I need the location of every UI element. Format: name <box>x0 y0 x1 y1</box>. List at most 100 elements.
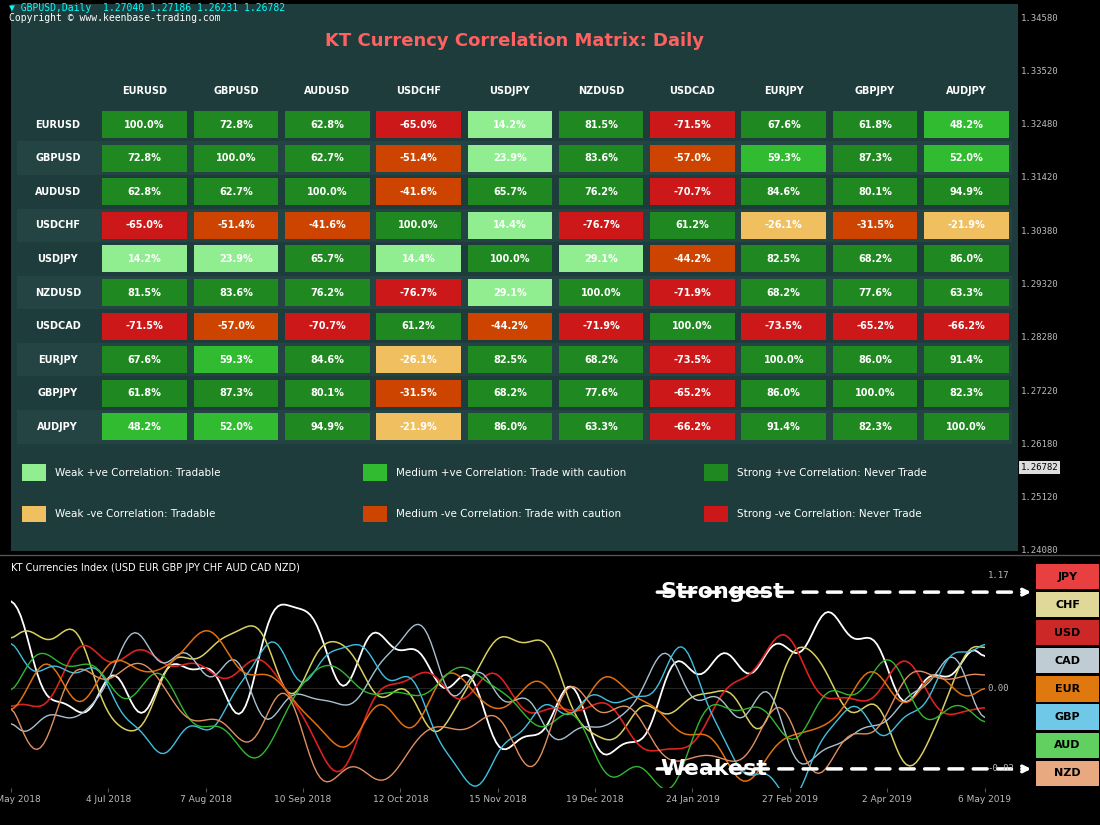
Text: USDCHF: USDCHF <box>35 220 80 230</box>
Text: -26.1%: -26.1% <box>764 220 803 230</box>
Text: -51.4%: -51.4% <box>217 220 255 230</box>
Text: USDCAD: USDCAD <box>35 321 80 331</box>
Text: -76.7%: -76.7% <box>582 220 620 230</box>
Text: 100.0%: 100.0% <box>581 288 622 298</box>
Text: -71.9%: -71.9% <box>673 288 712 298</box>
Text: 84.6%: 84.6% <box>767 186 801 197</box>
Text: 94.9%: 94.9% <box>949 186 983 197</box>
Text: -44.2%: -44.2% <box>673 254 712 264</box>
Text: 48.2%: 48.2% <box>949 120 983 130</box>
Text: 67.6%: 67.6% <box>767 120 801 130</box>
Text: -31.5%: -31.5% <box>856 220 894 230</box>
Text: 1.28280: 1.28280 <box>1021 333 1058 342</box>
Text: 1.25120: 1.25120 <box>1021 493 1058 502</box>
Text: NZDUSD: NZDUSD <box>578 86 625 96</box>
Text: 59.3%: 59.3% <box>767 153 801 163</box>
Text: -65.0%: -65.0% <box>125 220 164 230</box>
Text: GBPJPY: GBPJPY <box>37 389 78 398</box>
Text: GBPUSD: GBPUSD <box>213 86 258 96</box>
Text: -65.2%: -65.2% <box>673 389 712 398</box>
Text: Strong +ve Correlation: Never Trade: Strong +ve Correlation: Never Trade <box>737 468 926 478</box>
Text: 77.6%: 77.6% <box>584 389 618 398</box>
Text: 81.5%: 81.5% <box>584 120 618 130</box>
Text: 23.9%: 23.9% <box>219 254 253 264</box>
Text: -0.82: -0.82 <box>988 763 1014 772</box>
Text: -66.2%: -66.2% <box>673 422 712 431</box>
Text: -70.7%: -70.7% <box>673 186 712 197</box>
Text: -41.6%: -41.6% <box>308 220 346 230</box>
Text: EURUSD: EURUSD <box>122 86 167 96</box>
Text: Weak +ve Correlation: Tradable: Weak +ve Correlation: Tradable <box>55 468 220 478</box>
Text: 76.2%: 76.2% <box>310 288 344 298</box>
Text: EUR: EUR <box>1055 684 1080 694</box>
Text: 1.30380: 1.30380 <box>1021 227 1058 236</box>
Text: 82.3%: 82.3% <box>858 422 892 431</box>
Text: 1.33520: 1.33520 <box>1021 67 1058 76</box>
Text: Medium +ve Correlation: Trade with caution: Medium +ve Correlation: Trade with cauti… <box>396 468 626 478</box>
Text: -31.5%: -31.5% <box>399 389 438 398</box>
Text: -70.7%: -70.7% <box>308 321 346 331</box>
Text: 100.0%: 100.0% <box>307 186 348 197</box>
Text: -65.2%: -65.2% <box>856 321 894 331</box>
Text: 0.00: 0.00 <box>988 684 1010 693</box>
Text: -71.9%: -71.9% <box>582 321 620 331</box>
Text: EURJPY: EURJPY <box>37 355 78 365</box>
Text: -21.9%: -21.9% <box>399 422 438 431</box>
Text: 86.0%: 86.0% <box>858 355 892 365</box>
Text: 68.2%: 68.2% <box>584 355 618 365</box>
Text: 1.26180: 1.26180 <box>1021 440 1058 449</box>
Text: 62.8%: 62.8% <box>310 120 344 130</box>
Text: Weakest: Weakest <box>660 759 767 779</box>
Text: 100.0%: 100.0% <box>216 153 256 163</box>
Text: 62.7%: 62.7% <box>219 186 253 197</box>
Text: USDJPY: USDJPY <box>490 86 530 96</box>
Text: 91.4%: 91.4% <box>767 422 801 431</box>
Text: -66.2%: -66.2% <box>947 321 986 331</box>
Text: 86.0%: 86.0% <box>949 254 983 264</box>
Text: ▼ GBPUSD,Daily  1.27040 1.27186 1.26231 1.26782: ▼ GBPUSD,Daily 1.27040 1.27186 1.26231 1… <box>9 3 285 13</box>
Text: 68.2%: 68.2% <box>767 288 801 298</box>
Text: 72.8%: 72.8% <box>219 120 253 130</box>
Text: 82.3%: 82.3% <box>949 389 983 398</box>
Text: 61.2%: 61.2% <box>675 220 710 230</box>
Text: 68.2%: 68.2% <box>858 254 892 264</box>
Text: -51.4%: -51.4% <box>399 153 438 163</box>
Text: 1.26782: 1.26782 <box>1021 463 1058 472</box>
Text: -44.2%: -44.2% <box>491 321 529 331</box>
Text: 59.3%: 59.3% <box>219 355 253 365</box>
Text: 87.3%: 87.3% <box>219 389 253 398</box>
Text: 100.0%: 100.0% <box>855 389 895 398</box>
Text: AUDUSD: AUDUSD <box>305 86 350 96</box>
Text: 86.0%: 86.0% <box>493 422 527 431</box>
Text: USDCAD: USDCAD <box>670 86 715 96</box>
Text: 80.1%: 80.1% <box>858 186 892 197</box>
Text: USDJPY: USDJPY <box>37 254 78 264</box>
Text: -76.7%: -76.7% <box>399 288 438 298</box>
Text: -26.1%: -26.1% <box>399 355 438 365</box>
Text: 52.0%: 52.0% <box>949 153 983 163</box>
Text: AUDUSD: AUDUSD <box>35 186 80 197</box>
Text: KT Currencies Index (USD EUR GBP JPY CHF AUD CAD NZD): KT Currencies Index (USD EUR GBP JPY CHF… <box>11 563 300 573</box>
Text: GBPUSD: GBPUSD <box>35 153 80 163</box>
Text: 48.2%: 48.2% <box>128 422 162 431</box>
Text: GBPJPY: GBPJPY <box>855 86 895 96</box>
Text: Weak -ve Correlation: Tradable: Weak -ve Correlation: Tradable <box>55 509 216 519</box>
Text: AUDJPY: AUDJPY <box>946 86 987 96</box>
Text: 1.17: 1.17 <box>988 571 1010 580</box>
Text: 77.6%: 77.6% <box>858 288 892 298</box>
Text: -21.9%: -21.9% <box>947 220 986 230</box>
Text: 63.3%: 63.3% <box>584 422 618 431</box>
Text: 62.8%: 62.8% <box>128 186 162 197</box>
Text: 87.3%: 87.3% <box>858 153 892 163</box>
Text: 1.29320: 1.29320 <box>1021 280 1058 289</box>
Text: 82.5%: 82.5% <box>493 355 527 365</box>
Text: 100.0%: 100.0% <box>946 422 987 431</box>
Text: -73.5%: -73.5% <box>673 355 712 365</box>
Text: 61.8%: 61.8% <box>858 120 892 130</box>
Text: JPY: JPY <box>1057 572 1078 582</box>
Text: CAD: CAD <box>1055 656 1080 666</box>
Text: 100.0%: 100.0% <box>672 321 713 331</box>
Text: 80.1%: 80.1% <box>310 389 344 398</box>
Text: Strong -ve Correlation: Never Trade: Strong -ve Correlation: Never Trade <box>737 509 922 519</box>
Text: 61.2%: 61.2% <box>402 321 436 331</box>
